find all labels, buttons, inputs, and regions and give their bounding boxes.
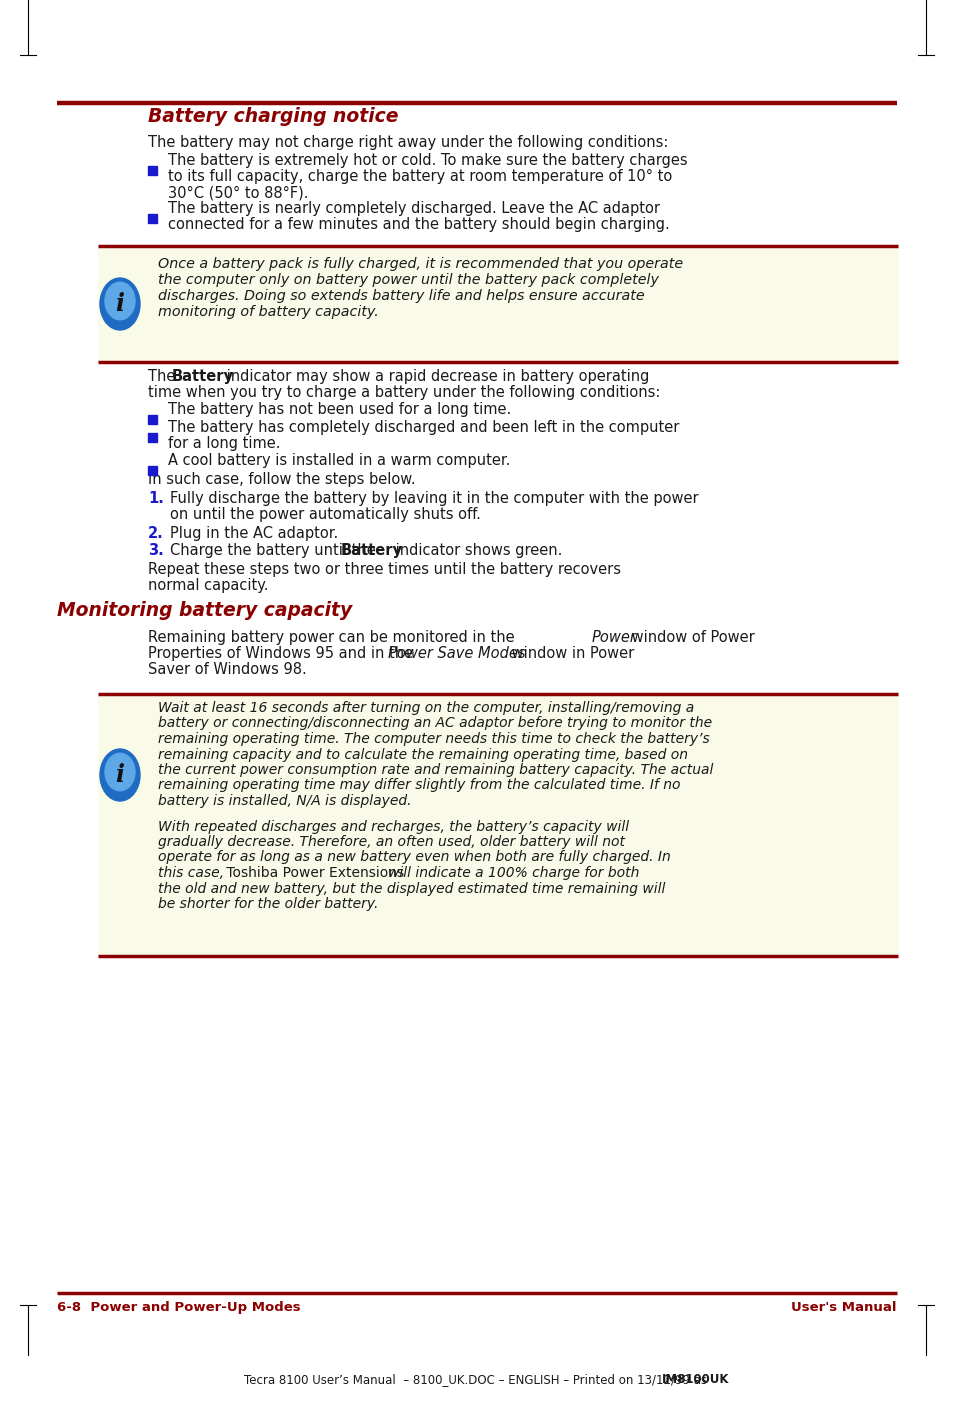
Text: indicator may show a rapid decrease in battery operating: indicator may show a rapid decrease in b…	[222, 369, 649, 385]
Text: i: i	[115, 292, 125, 316]
Text: remaining capacity and to calculate the remaining operating time, based on: remaining capacity and to calculate the …	[158, 748, 687, 761]
Ellipse shape	[105, 282, 135, 320]
Text: The battery may not charge right away under the following conditions:: The battery may not charge right away un…	[148, 135, 668, 149]
Ellipse shape	[100, 278, 140, 330]
Text: 3.: 3.	[148, 542, 164, 558]
Text: will indicate a 100% charge for both: will indicate a 100% charge for both	[388, 867, 639, 881]
Text: remaining operating time. The computer needs this time to check the battery’s: remaining operating time. The computer n…	[158, 733, 709, 745]
Text: to its full capacity, charge the battery at room temperature of 10° to: to its full capacity, charge the battery…	[168, 169, 672, 185]
Text: The battery is extremely hot or cold. To make sure the battery charges: The battery is extremely hot or cold. To…	[168, 154, 687, 168]
Text: Properties of Windows 95 and in the: Properties of Windows 95 and in the	[148, 645, 417, 661]
Text: The battery has completely discharged and been left in the computer: The battery has completely discharged an…	[168, 420, 679, 435]
Text: Saver of Windows 98.: Saver of Windows 98.	[148, 662, 307, 676]
Text: Once a battery pack is fully charged, it is recommended that you operate: Once a battery pack is fully charged, it…	[158, 256, 682, 271]
Text: Charge the battery until the: Charge the battery until the	[170, 542, 380, 558]
Bar	[148, 416, 157, 424]
Text: Remaining battery power can be monitored in the: Remaining battery power can be monitored…	[148, 630, 518, 645]
Text: Wait at least 16 seconds after turning on the computer, installing/removing a: Wait at least 16 seconds after turning o…	[158, 702, 694, 714]
Text: User's Manual: User's Manual	[791, 1301, 896, 1315]
Text: 6-8  Power and Power-Up Modes: 6-8 Power and Power-Up Modes	[57, 1301, 300, 1315]
Text: normal capacity.: normal capacity.	[148, 578, 268, 593]
Text: indicator shows green.: indicator shows green.	[391, 542, 561, 558]
Text: be shorter for the older battery.: be shorter for the older battery.	[158, 898, 378, 912]
Text: operate for as long as a new battery even when both are fully charged. In: operate for as long as a new battery eve…	[158, 851, 670, 865]
Text: 2.: 2.	[148, 526, 164, 541]
Text: gradually decrease. Therefore, an often used, older battery will not: gradually decrease. Therefore, an often …	[158, 836, 624, 850]
Bar	[98, 695, 897, 955]
Text: Plug in the AC adaptor.: Plug in the AC adaptor.	[170, 526, 338, 541]
Bar	[98, 247, 897, 362]
Text: Repeat these steps two or three times until the battery recovers: Repeat these steps two or three times un…	[148, 562, 620, 578]
Text: monitoring of battery capacity.: monitoring of battery capacity.	[158, 304, 378, 318]
Text: A cool battery is installed in a warm computer.: A cool battery is installed in a warm co…	[168, 454, 510, 468]
Text: battery is installed, N/A is displayed.: battery is installed, N/A is displayed.	[158, 795, 411, 807]
Text: discharges. Doing so extends battery life and helps ensure accurate: discharges. Doing so extends battery lif…	[158, 289, 644, 303]
Text: With repeated discharges and recharges, the battery’s capacity will: With repeated discharges and recharges, …	[158, 820, 628, 834]
Text: Power: Power	[592, 630, 637, 645]
Bar	[148, 166, 157, 175]
Text: Toshiba Power Extensions: Toshiba Power Extensions	[222, 867, 408, 881]
Text: this case,: this case,	[158, 867, 224, 881]
Ellipse shape	[100, 750, 140, 800]
Text: window of Power: window of Power	[626, 630, 754, 645]
Text: connected for a few minutes and the battery should begin charging.: connected for a few minutes and the batt…	[168, 217, 669, 232]
Text: 1.: 1.	[148, 490, 164, 506]
Text: Battery: Battery	[172, 369, 233, 385]
Bar	[148, 433, 157, 442]
Text: on until the power automatically shuts off.: on until the power automatically shuts o…	[170, 507, 480, 521]
Text: Battery charging notice: Battery charging notice	[148, 107, 398, 125]
Text: The battery has not been used for a long time.: The battery has not been used for a long…	[168, 402, 511, 417]
Text: Fully discharge the battery by leaving it in the computer with the power: Fully discharge the battery by leaving i…	[170, 490, 698, 506]
Text: The: The	[148, 369, 180, 385]
Text: Monitoring battery capacity: Monitoring battery capacity	[57, 602, 352, 620]
Text: battery or connecting/disconnecting an AC adaptor before trying to monitor the: battery or connecting/disconnecting an A…	[158, 717, 711, 730]
Text: In such case, follow the steps below.: In such case, follow the steps below.	[148, 472, 416, 488]
Text: The battery is nearly completely discharged. Leave the AC adaptor: The battery is nearly completely dischar…	[168, 201, 659, 216]
Text: the current power consumption rate and remaining battery capacity. The actual: the current power consumption rate and r…	[158, 764, 713, 776]
Text: Tecra 8100 User’s Manual  – 8100_UK.DOC – ENGLISH – Printed on 13/12/99 as: Tecra 8100 User’s Manual – 8100_UK.DOC –…	[243, 1372, 710, 1386]
Text: the old and new battery, but the displayed estimated time remaining will: the old and new battery, but the display…	[158, 882, 664, 896]
Text: i: i	[115, 764, 125, 788]
Bar	[148, 466, 157, 475]
Ellipse shape	[105, 754, 135, 790]
Text: remaining operating time may differ slightly from the calculated time. If no: remaining operating time may differ slig…	[158, 779, 679, 792]
Text: the computer only on battery power until the battery pack completely: the computer only on battery power until…	[158, 273, 659, 287]
Text: IM8100UK: IM8100UK	[661, 1372, 729, 1386]
Text: time when you try to charge a battery under the following conditions:: time when you try to charge a battery un…	[148, 385, 659, 400]
Text: Battery: Battery	[340, 542, 402, 558]
Text: Power Save Modes: Power Save Modes	[388, 645, 525, 661]
Text: for a long time.: for a long time.	[168, 435, 280, 451]
Text: window in Power: window in Power	[506, 645, 634, 661]
Bar	[148, 214, 157, 223]
Text: 30°C (50° to 88°F).: 30°C (50° to 88°F).	[168, 185, 308, 200]
